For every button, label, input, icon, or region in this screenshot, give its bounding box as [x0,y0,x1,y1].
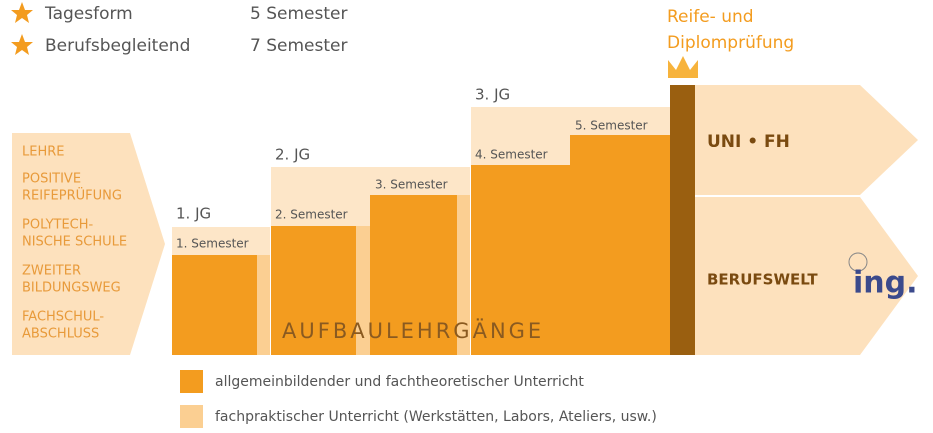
semester-label: 2. Semester [275,208,348,222]
entry-requirement: BILDUNGSWEG [22,281,121,296]
entry-requirement: LEHRE [22,145,64,160]
logo: ing. [853,266,918,301]
legend-label: Berufsbegleitend [45,36,190,56]
legend-swatch [180,405,203,428]
entry-requirement: NISCHE SCHULE [22,235,127,250]
legend-text: allgemeinbildender und fachtheoretischer… [215,374,584,390]
exam-label: Reife- und [667,7,754,27]
legend-swatch [180,370,203,393]
practical-strip [257,255,270,355]
semester-block [172,255,257,355]
entry-requirement: POLYTECH- [22,218,94,233]
semester-block [370,195,457,355]
path-arrow [695,85,918,195]
entry-requirement: ZWEITER [22,264,81,279]
exam-label: Diplomprüfung [667,33,794,53]
star-icon [11,2,33,23]
path-label: UNI • FH [707,132,790,152]
legend-label: Tagesform [44,4,133,24]
practical-strip [457,195,470,355]
exam-column [670,85,695,355]
year-label: 2. JG [275,146,310,164]
entry-requirement: REIFEPRÜFUNG [22,187,122,204]
semester-label: 1. Semester [176,237,249,251]
semester-label: 4. Semester [475,148,548,162]
semester-label: 3. Semester [375,178,448,192]
semester-block [271,226,356,355]
practical-strip [356,226,370,355]
legend-duration: 7 Semester [250,36,347,56]
entry-box [12,133,165,355]
entry-requirement: POSITIVE [22,172,81,187]
logo-mark [848,252,868,272]
semester-block [471,165,570,355]
legend-duration: 5 Semester [250,4,347,24]
legend-text: fachpraktischer Unterricht (Werkstätten,… [215,409,657,425]
star-icon [11,34,33,55]
program-label: AUFBAULEHRGÄNGE [282,318,544,343]
year-label: 3. JG [475,86,510,104]
path-label: BERUFSWELT [707,271,818,289]
crown-icon [668,56,698,78]
semester-block [570,135,670,355]
year-label: 1. JG [176,205,211,223]
entry-requirement: FACHSCHUL- [22,310,104,325]
path-arrow [695,197,918,355]
entry-requirement: ABSCHLUSS [22,327,99,342]
semester-label: 5. Semester [575,119,648,133]
